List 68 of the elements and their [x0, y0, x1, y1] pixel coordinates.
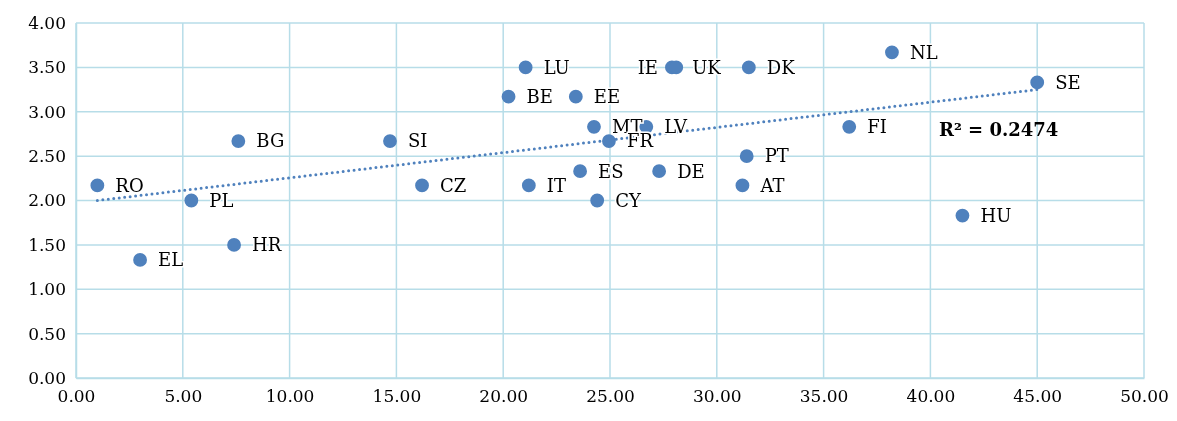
point — [501, 89, 516, 104]
point — [842, 119, 857, 134]
point — [652, 164, 667, 179]
x-tick-label: 5.00 — [164, 386, 203, 407]
annotation: R² = 0.2474 — [939, 119, 1059, 140]
y-tick-label: 0.50 — [28, 323, 66, 344]
annotation: UK — [692, 56, 722, 78]
annotation: EL — [158, 249, 184, 271]
annotation: LV — [664, 116, 689, 138]
x-tick-label: 35.00 — [799, 386, 849, 407]
point — [735, 178, 750, 193]
y-tick-label: 2.50 — [28, 146, 66, 167]
annotation: HR — [252, 234, 282, 256]
point — [1030, 75, 1045, 90]
point — [521, 178, 536, 193]
annotation: BG — [256, 130, 285, 152]
annotation: SI — [407, 130, 428, 152]
x-tick-label: 0.00 — [57, 386, 96, 407]
point — [602, 134, 616, 148]
annotation: RO — [115, 174, 144, 196]
y-tick-label: 3.50 — [28, 57, 66, 78]
y-tick-label: 1.00 — [28, 279, 66, 300]
annotation: IT — [546, 174, 566, 196]
point — [573, 164, 588, 179]
annotation: FI — [867, 116, 887, 138]
y-tick-label: 0.00 — [28, 367, 66, 388]
point — [741, 60, 756, 75]
x-tick-label: 25.00 — [586, 386, 635, 407]
point — [90, 178, 105, 193]
x-tick-label: 45.00 — [1013, 386, 1063, 407]
y-tick-label: 3.00 — [28, 101, 66, 122]
annotation: DE — [677, 160, 705, 182]
annotation: CZ — [440, 174, 467, 196]
annotation: BE — [526, 85, 553, 107]
x-tick-label: 10.00 — [265, 386, 315, 407]
point — [184, 193, 199, 208]
point — [568, 89, 583, 104]
point — [955, 208, 970, 223]
point — [415, 178, 429, 193]
annotation: LU — [543, 56, 570, 78]
y-tick-label: 4.00 — [28, 12, 66, 33]
annotation: ES — [598, 160, 624, 182]
annotation: NL — [909, 41, 938, 63]
annotation: AT — [759, 174, 785, 196]
point — [227, 237, 241, 252]
annotation: EE — [593, 85, 621, 107]
x-tick-label: 40.00 — [906, 386, 956, 407]
point — [231, 134, 246, 148]
annotation: SE — [1055, 71, 1081, 93]
annotation: PT — [764, 145, 789, 167]
annotation: HU — [980, 204, 1012, 226]
point — [885, 45, 899, 60]
point — [590, 193, 605, 208]
y-tick-label: 2.00 — [28, 190, 66, 211]
point — [383, 134, 397, 148]
annotation: PL — [209, 189, 234, 211]
point — [518, 60, 533, 75]
annotation: IE — [637, 56, 658, 78]
point — [587, 119, 601, 134]
x-tick-label: 15.00 — [372, 386, 422, 407]
x-tick-label: 50.00 — [1120, 386, 1169, 407]
point — [133, 253, 147, 267]
point — [739, 149, 754, 164]
x-tick-label: 30.00 — [692, 386, 742, 407]
x-tick-label: 20.00 — [479, 386, 529, 407]
annotation: DK — [766, 56, 796, 78]
annotation: CY — [615, 189, 642, 211]
y-tick-label: 1.50 — [28, 234, 66, 255]
